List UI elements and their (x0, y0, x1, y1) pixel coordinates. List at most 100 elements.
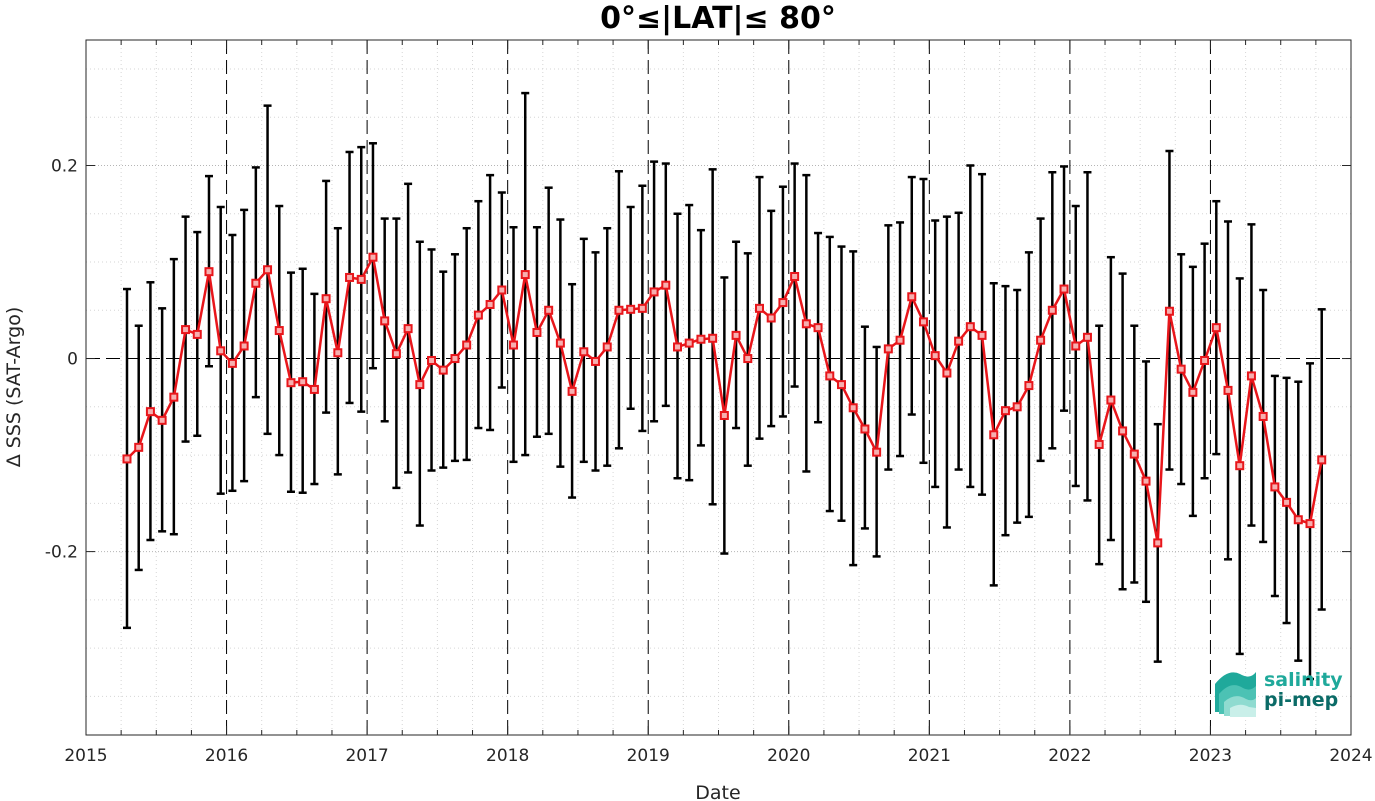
data-point (509, 340, 519, 350)
data-point (813, 323, 823, 333)
data-point (1305, 519, 1315, 529)
data-point (321, 294, 331, 304)
data-point (520, 270, 530, 280)
data-point (450, 354, 460, 364)
data-point (1024, 381, 1034, 391)
data-point (778, 298, 788, 308)
data-point (754, 303, 764, 313)
data-point (391, 349, 401, 359)
data-point (965, 322, 975, 332)
data-point (145, 407, 155, 417)
data-point (977, 330, 987, 340)
series-red (122, 252, 1327, 548)
data-point (918, 317, 928, 327)
data-point (380, 316, 390, 326)
data-point (122, 454, 132, 464)
y-axis-label: Δ SSS (SAT-Argo) (3, 307, 25, 467)
data-point (942, 368, 952, 378)
data-point (637, 303, 647, 313)
data-point (743, 354, 753, 364)
grid (86, 40, 1351, 735)
data-point (684, 338, 694, 348)
data-point (438, 365, 448, 375)
data-point (473, 310, 483, 320)
data-point (1293, 515, 1303, 525)
y-tick-label: -0.2 (45, 543, 78, 563)
data-point (649, 287, 659, 297)
data-point (895, 335, 905, 345)
data-point (614, 305, 624, 315)
data-point (403, 324, 413, 334)
data-point (274, 326, 284, 336)
data-point (1071, 341, 1081, 351)
data-point (345, 272, 355, 282)
data-point (1153, 538, 1163, 548)
data-point (1094, 439, 1104, 449)
data-point (286, 378, 296, 388)
data-point (579, 347, 589, 357)
data-point (544, 305, 554, 315)
data-point (427, 355, 437, 365)
data-point (1012, 402, 1022, 412)
data-point (1129, 449, 1139, 459)
data-point (567, 386, 577, 396)
data-point (883, 344, 893, 354)
data-point (227, 358, 237, 368)
data-point (801, 319, 811, 329)
x-tick-label: 2015 (64, 746, 107, 766)
data-point (1317, 455, 1327, 465)
data-point (1164, 306, 1174, 316)
data-point (1270, 482, 1280, 492)
x-tick-label: 2021 (908, 746, 951, 766)
data-point (719, 410, 729, 420)
data-point (462, 340, 472, 350)
data-point (169, 392, 179, 402)
data-point (485, 299, 495, 309)
data-point (626, 304, 636, 314)
data-point (591, 356, 601, 366)
x-tick-label: 2019 (627, 746, 670, 766)
data-point (1223, 385, 1233, 395)
x-axis-label: Date (695, 782, 740, 801)
x-tick-label: 2016 (205, 746, 248, 766)
data-point (333, 348, 343, 358)
data-point (1246, 371, 1256, 381)
data-point (181, 325, 191, 335)
y-tick-label: 0 (67, 350, 78, 370)
data-point (532, 327, 542, 337)
data-point (1036, 335, 1046, 345)
data-point (1141, 476, 1151, 486)
data-point (1258, 411, 1268, 421)
data-point (673, 342, 683, 352)
data-point (872, 447, 882, 457)
data-point (157, 415, 167, 425)
data-point (1106, 395, 1116, 405)
x-tick-label: 2023 (1189, 746, 1232, 766)
data-point (204, 267, 214, 277)
data-point (192, 329, 202, 339)
data-point (134, 442, 144, 452)
data-point (1000, 406, 1010, 416)
data-point (368, 252, 378, 262)
data-point (848, 403, 858, 413)
data-point (251, 278, 261, 288)
x-tick-label: 2017 (345, 746, 388, 766)
data-point (263, 265, 273, 275)
data-point (1047, 305, 1057, 315)
data-point (415, 380, 425, 390)
logo-line2: pi-mep (1264, 689, 1338, 711)
data-point (497, 285, 507, 295)
data-point (907, 292, 917, 302)
data-point (860, 424, 870, 434)
data-point (836, 380, 846, 390)
labels: 0°≤|LAT|≤ 80° Date Δ SSS (SAT-Argo) (3, 1, 836, 801)
x-tick-label: 2022 (1048, 746, 1091, 766)
data-point (298, 377, 308, 387)
data-point (309, 384, 319, 394)
chart-title: 0°≤|LAT|≤ 80° (600, 1, 836, 36)
x-tick-label: 2020 (767, 746, 810, 766)
x-tick-label: 2018 (486, 746, 529, 766)
data-point (790, 271, 800, 281)
